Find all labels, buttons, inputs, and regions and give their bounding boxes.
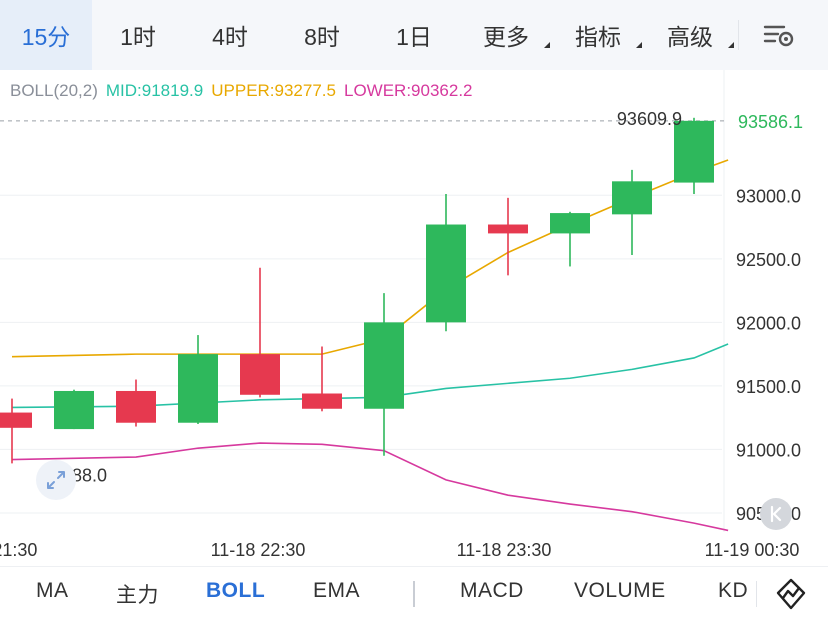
tab-label: 4时: [212, 24, 248, 50]
tab-4h[interactable]: 4时: [184, 0, 276, 70]
y-tick-label: 93000.0: [736, 186, 801, 206]
tab-indicators[interactable]: 指标: [552, 0, 644, 70]
tab-label: 更多: [483, 24, 529, 50]
candle-body: [116, 390, 156, 423]
y-tick-label: 92000.0: [736, 313, 801, 333]
caret-icon: [728, 42, 734, 48]
candle: [364, 293, 404, 456]
high-price-label: 93609.9: [617, 109, 682, 129]
tab-label: 15分: [21, 24, 71, 50]
x-tick-label: 11-18 22:30: [211, 540, 306, 560]
candle-body: [302, 393, 342, 409]
divider: [413, 581, 415, 607]
candle-body: [0, 412, 32, 428]
legend-lower: LOWER:90362.2: [343, 81, 473, 100]
scroll-icon-glyph: [770, 505, 782, 523]
tab-label: 高级: [667, 24, 713, 50]
indicator-main-force[interactable]: 主力: [116, 584, 159, 607]
divider: [738, 20, 739, 50]
tab-label: 8时: [304, 24, 340, 50]
indicator-boll[interactable]: BOLL: [206, 579, 266, 602]
legend-indicator: BOLL(20,2): [10, 81, 98, 100]
caret-icon: [544, 42, 550, 48]
y-tick-label: 91500.0: [736, 377, 801, 397]
candle-body: [488, 224, 528, 234]
tab-more[interactable]: 更多: [460, 0, 552, 70]
tab-1h[interactable]: 1时: [92, 0, 184, 70]
last-price-label: 93586.1: [738, 112, 803, 132]
candle: [178, 335, 218, 424]
tab-8h[interactable]: 8时: [276, 0, 368, 70]
tab-15m[interactable]: 15分: [0, 0, 92, 70]
candle-body: [364, 322, 404, 409]
candle: [302, 346, 342, 412]
expand-icon[interactable]: [36, 460, 76, 500]
indicator-ma[interactable]: MA: [36, 579, 69, 602]
timeframe-bar: 15分 1时 4时 8时 1日 更多 指标 高级: [0, 0, 828, 70]
scroll-icon-bg: [760, 498, 792, 530]
expand-icon-glyph: [47, 471, 65, 489]
candle-body: [426, 224, 466, 323]
legend-upper: UPPER:93277.5: [211, 81, 336, 100]
candlestick-chart[interactable]: 93000.092500.092000.091500.091000.090500…: [0, 70, 828, 566]
scroll-to-latest-icon[interactable]: [760, 498, 792, 530]
candle-body: [178, 354, 218, 423]
y-tick-label: 92500.0: [736, 250, 801, 270]
boll-legend: BOLL(20,2) MID:91819.9 UPPER:93277.5 LOW…: [10, 81, 473, 101]
candle: [488, 197, 528, 276]
candle: [674, 117, 714, 195]
boll-mid-line: [11, 343, 729, 409]
candle: [116, 379, 156, 427]
candle-body: [612, 181, 652, 215]
candle: [612, 169, 652, 256]
last-price-box: [727, 104, 828, 137]
indicator-ema[interactable]: EMA: [313, 579, 361, 602]
candle: [550, 211, 590, 267]
drawing-tool-icon[interactable]: [774, 577, 808, 611]
candle-body: [550, 213, 590, 234]
candle: [426, 194, 466, 332]
legend-mid: MID:91819.9: [105, 81, 204, 100]
candle-body: [674, 120, 714, 183]
candle-body: [240, 354, 280, 395]
indicator-macd[interactable]: MACD: [460, 579, 524, 602]
candle: [54, 389, 94, 430]
x-tick-label: 11-19 00:30: [705, 540, 800, 560]
tab-advanced[interactable]: 高级: [644, 0, 736, 70]
indicator-kd[interactable]: KD: [718, 579, 749, 602]
boll-lower-line: [11, 442, 729, 532]
indicator-bar: MA 主力 BOLL EMA MACD VOLUME KD: [0, 566, 828, 621]
tab-label: 指标: [575, 24, 621, 50]
candle: [0, 398, 32, 464]
caret-icon: [636, 42, 642, 48]
expand-icon-bg: [36, 460, 76, 500]
chart-settings-icon[interactable]: [762, 20, 796, 50]
candle: [240, 267, 280, 398]
x-tick-label: 11-18 21:30: [0, 540, 37, 560]
indicator-volume[interactable]: VOLUME: [574, 579, 666, 602]
divider: [756, 581, 757, 607]
tab-label: 1时: [120, 24, 156, 50]
x-tick-label: 11-18 23:30: [457, 540, 552, 560]
tab-label: 1日: [396, 24, 432, 50]
tab-1d[interactable]: 1日: [368, 0, 460, 70]
y-tick-label: 91000.0: [736, 440, 801, 460]
candle-body: [54, 390, 94, 430]
